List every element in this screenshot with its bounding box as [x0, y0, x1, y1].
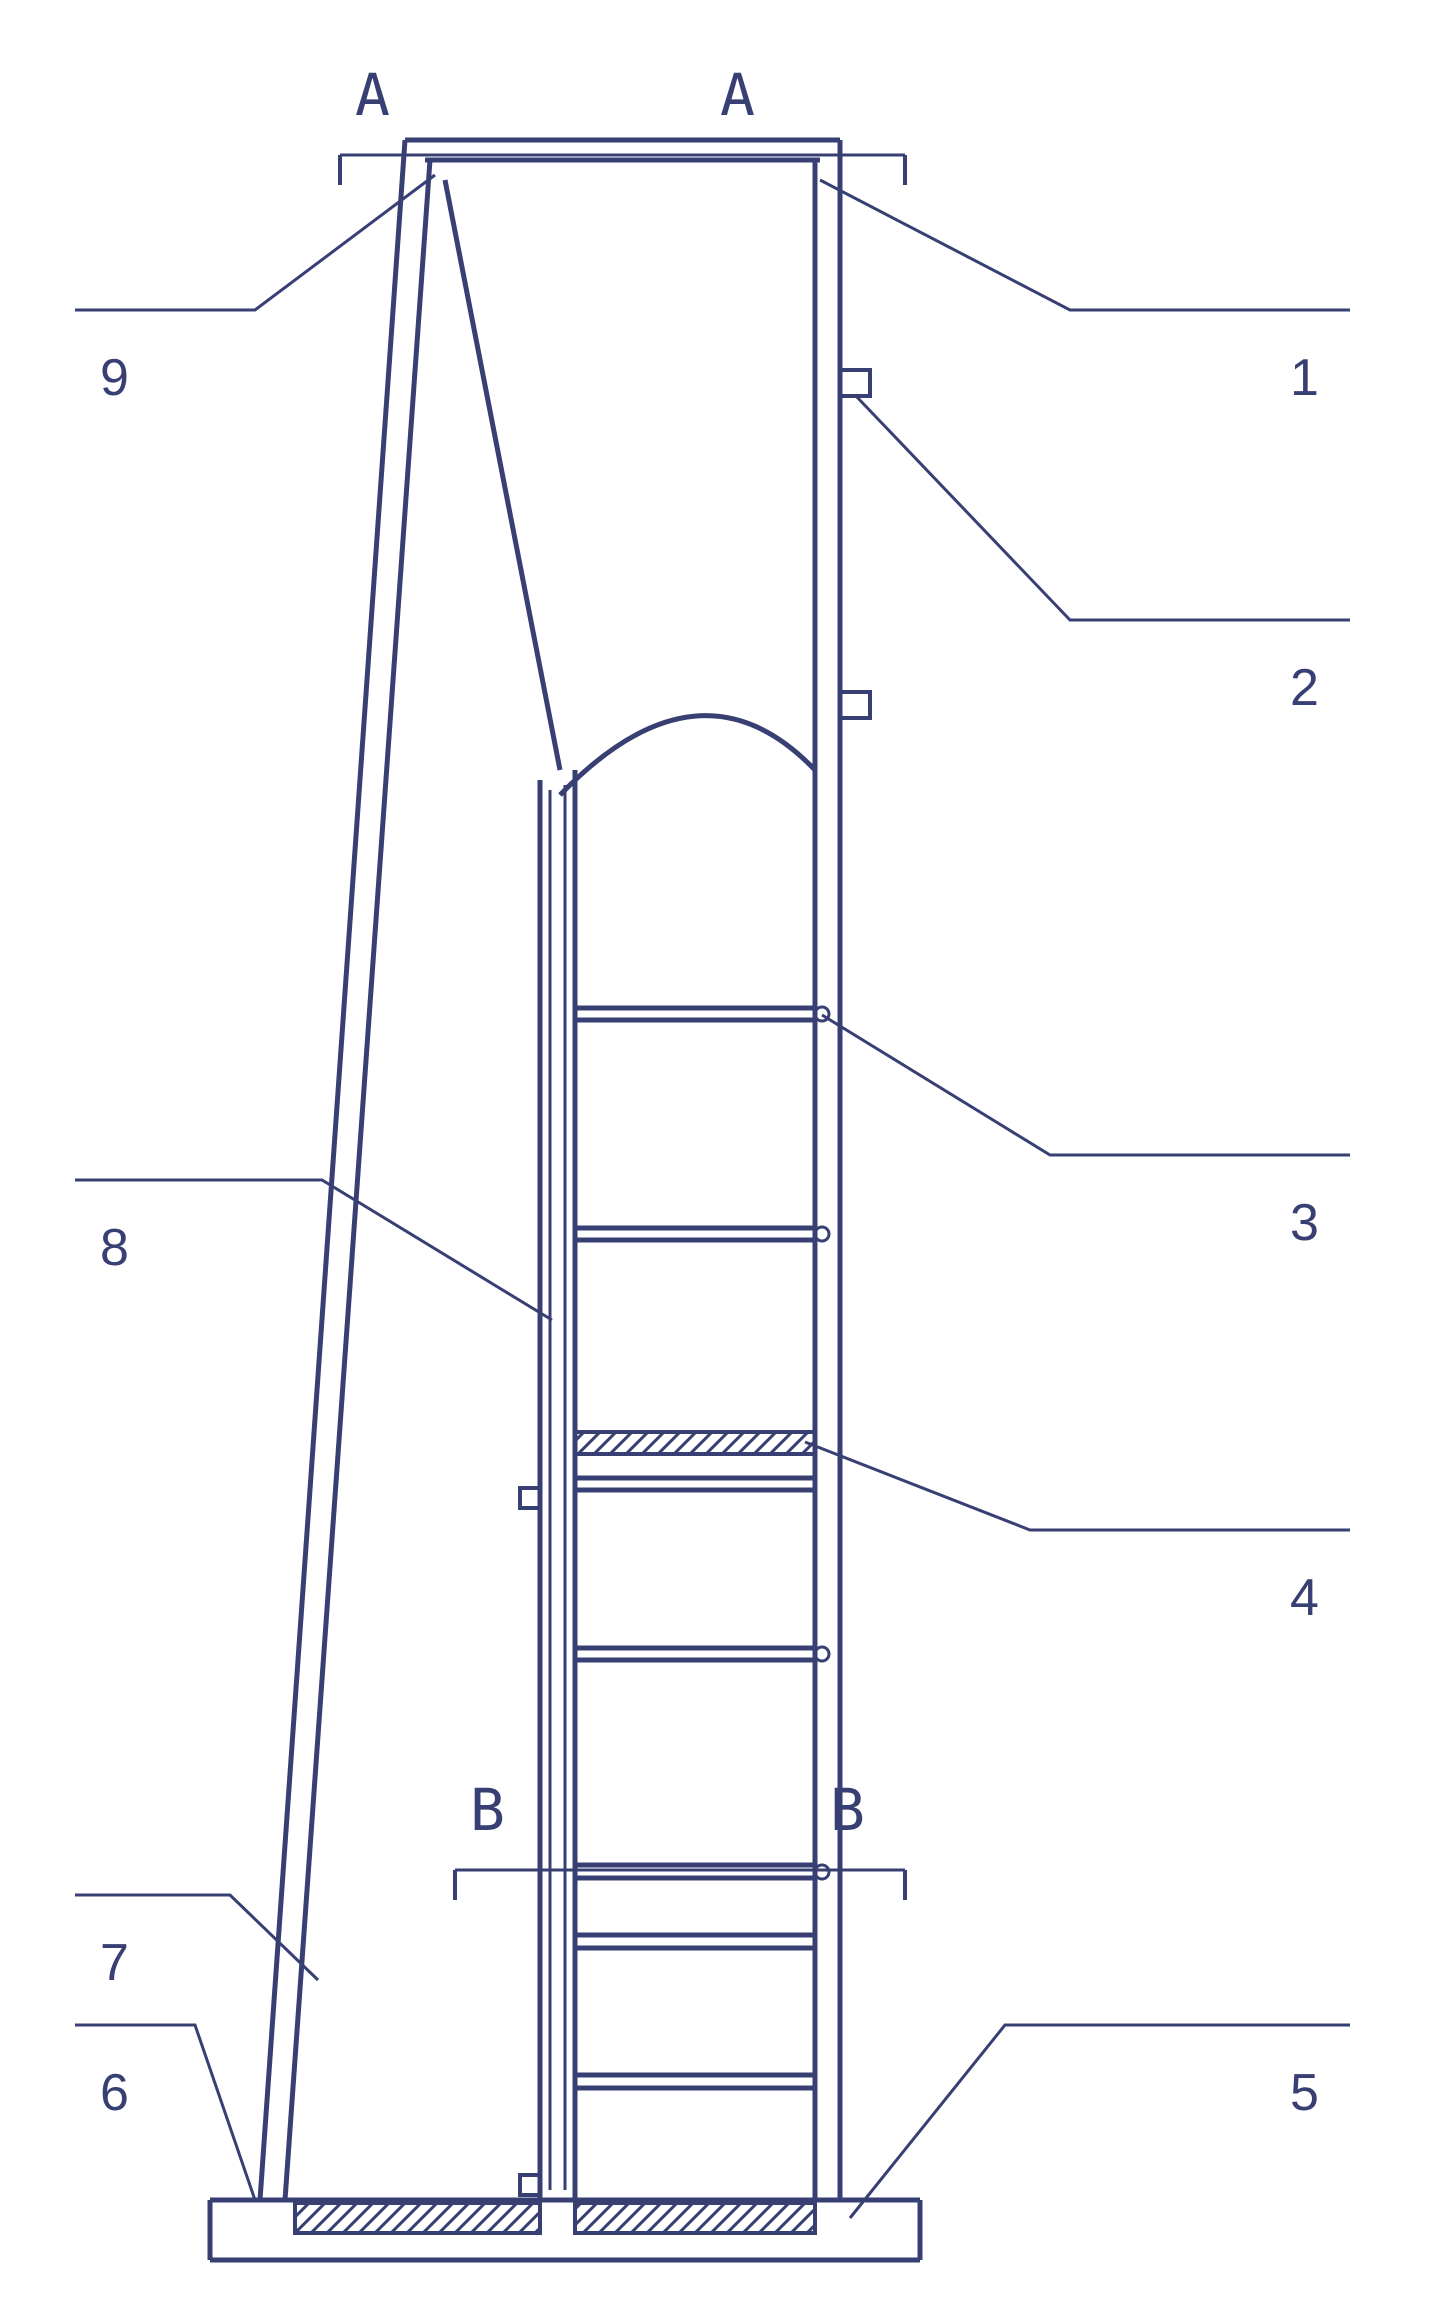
callout-8: 8: [100, 1219, 129, 1277]
callout-5: 5: [1290, 2064, 1319, 2122]
section-label-B-right: B: [830, 1776, 865, 1844]
tab-upper: [840, 370, 870, 396]
callout-4: 4: [1290, 1569, 1319, 1627]
leader-3: [822, 1015, 1350, 1155]
callout-3: 3: [1290, 1194, 1319, 1252]
mid-pipe-tab-bottom: [520, 2175, 540, 2195]
section-label-A-right: A: [720, 61, 755, 129]
leader-4: [805, 1442, 1350, 1530]
leader-2: [855, 395, 1350, 620]
technical-diagram: A A B B 1 2 3 4 5 9 8 7 6: [0, 0, 1446, 2315]
leader-8: [75, 1180, 552, 1320]
callout-1: 1: [1290, 349, 1319, 407]
section-label-A-left: A: [355, 61, 390, 129]
tab-lower: [840, 692, 870, 718]
base-hatch-left: [295, 2203, 540, 2233]
leader-9: [75, 175, 435, 310]
callout-6: 6: [100, 2064, 129, 2122]
leader-1: [820, 180, 1350, 310]
leader-5: [850, 2025, 1350, 2218]
callout-2: 2: [1290, 659, 1319, 717]
rungs: [575, 1007, 829, 2088]
inner-taper-line: [445, 180, 560, 770]
left-outer-wall: [260, 140, 405, 2200]
base-hatch-right: [575, 2203, 815, 2233]
callout-9: 9: [100, 349, 129, 407]
mid-pipe-tab: [520, 1488, 540, 1508]
section-label-B-left: B: [470, 1776, 505, 1844]
callout-7: 7: [100, 1934, 129, 1992]
breakout-arc: [560, 716, 815, 795]
